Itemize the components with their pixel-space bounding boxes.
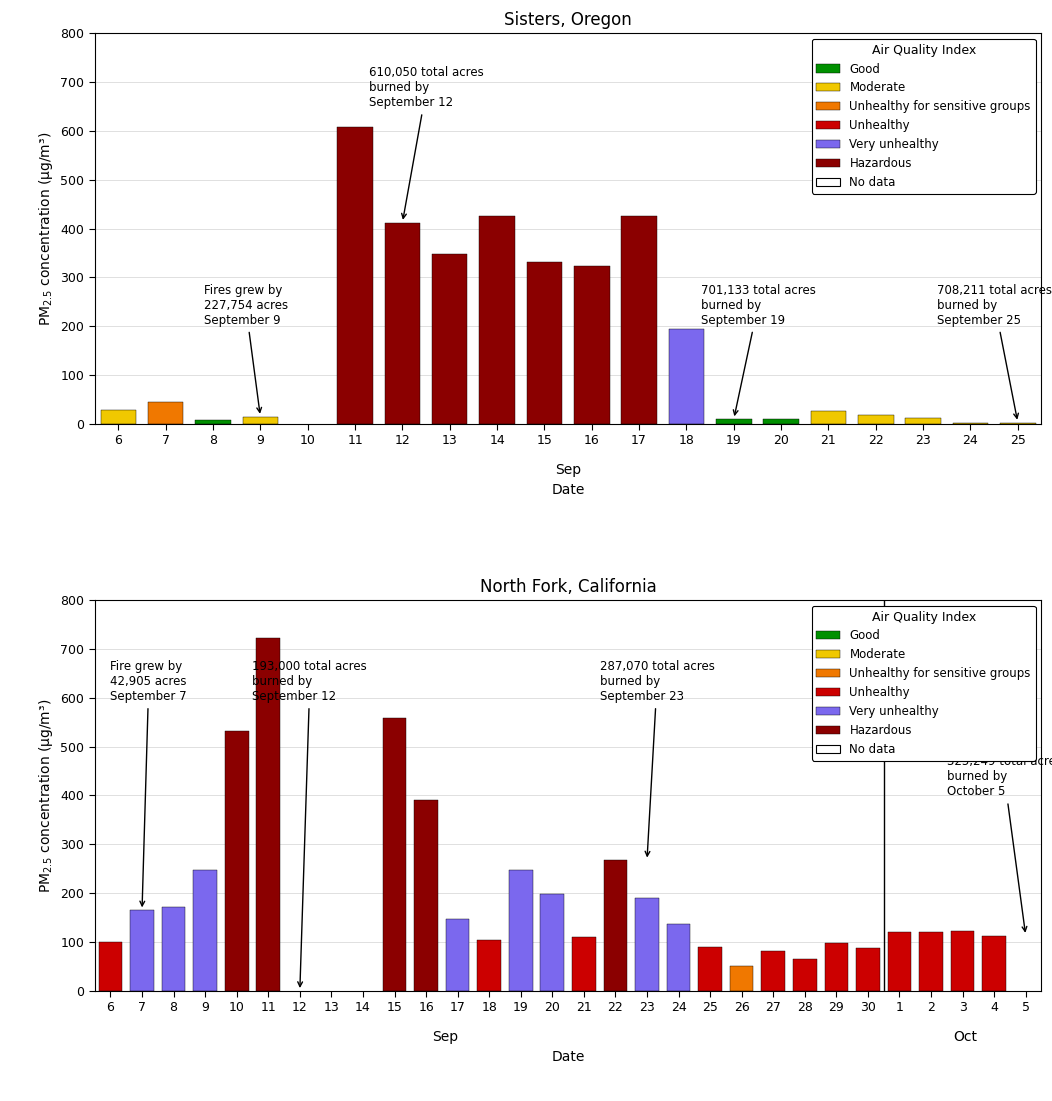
- Bar: [730, 967, 753, 991]
- Bar: [825, 944, 848, 991]
- Bar: [919, 933, 943, 991]
- Text: Oct: Oct: [954, 1031, 977, 1044]
- Bar: [480, 216, 514, 424]
- Bar: [906, 418, 940, 424]
- Title: North Fork, California: North Fork, California: [480, 578, 656, 596]
- Text: 610,050 total acres
burned by
September 12: 610,050 total acres burned by September …: [369, 66, 484, 218]
- Bar: [383, 718, 406, 991]
- Bar: [101, 411, 136, 424]
- Y-axis label: PM$_{2.5}$ concentration (μg/m³): PM$_{2.5}$ concentration (μg/m³): [37, 131, 55, 326]
- Text: 193,000 total acres
burned by
September 12: 193,000 total acres burned by September …: [252, 661, 367, 986]
- Bar: [888, 933, 911, 991]
- Bar: [243, 416, 278, 424]
- Text: 325,249 total acres
burned by
October 5: 325,249 total acres burned by October 5: [947, 755, 1052, 931]
- Bar: [1000, 423, 1035, 424]
- Text: Fire grew by
42,905 acres
September 7: Fire grew by 42,905 acres September 7: [110, 661, 187, 906]
- Bar: [338, 127, 372, 424]
- Bar: [762, 951, 785, 991]
- Y-axis label: PM$_{2.5}$ concentration (μg/m³): PM$_{2.5}$ concentration (μg/m³): [37, 698, 55, 893]
- Bar: [432, 254, 467, 424]
- Text: Sep: Sep: [555, 464, 581, 477]
- Bar: [572, 937, 595, 991]
- Bar: [622, 216, 656, 424]
- Bar: [667, 924, 690, 991]
- Text: Sep: Sep: [432, 1031, 458, 1044]
- Bar: [478, 940, 501, 991]
- Text: Fires grew by
227,754 acres
September 9: Fires grew by 227,754 acres September 9: [203, 284, 287, 413]
- Text: Date: Date: [551, 1049, 585, 1064]
- Text: 708,211 total acres
burned by
September 25: 708,211 total acres burned by September …: [937, 284, 1052, 418]
- Bar: [130, 911, 154, 991]
- Bar: [509, 870, 532, 991]
- Bar: [951, 931, 974, 991]
- Text: 701,133 total acres
burned by
September 19: 701,133 total acres burned by September …: [701, 284, 815, 415]
- Bar: [196, 419, 230, 424]
- Bar: [983, 936, 1006, 991]
- Bar: [858, 415, 893, 424]
- Legend: Good, Moderate, Unhealthy for sensitive groups, Unhealthy, Very unhealthy, Hazar: Good, Moderate, Unhealthy for sensitive …: [812, 606, 1035, 761]
- Bar: [194, 870, 217, 991]
- Bar: [162, 907, 185, 991]
- Bar: [148, 402, 183, 424]
- Bar: [225, 731, 248, 991]
- Title: Sisters, Oregon: Sisters, Oregon: [504, 11, 632, 29]
- Text: 287,070 total acres
burned by
September 23: 287,070 total acres burned by September …: [600, 661, 714, 857]
- Bar: [856, 948, 879, 991]
- Bar: [99, 942, 122, 991]
- Bar: [527, 262, 562, 424]
- Legend: Good, Moderate, Unhealthy for sensitive groups, Unhealthy, Very unhealthy, Hazar: Good, Moderate, Unhealthy for sensitive …: [812, 39, 1035, 194]
- Bar: [635, 898, 659, 991]
- Bar: [764, 419, 798, 424]
- Text: Date: Date: [551, 482, 585, 497]
- Bar: [953, 423, 988, 424]
- Bar: [257, 637, 280, 991]
- Bar: [669, 329, 704, 424]
- Bar: [793, 959, 816, 991]
- Bar: [541, 894, 564, 991]
- Bar: [811, 411, 846, 424]
- Bar: [716, 419, 751, 424]
- Bar: [446, 918, 469, 991]
- Bar: [385, 222, 420, 424]
- Bar: [699, 947, 722, 991]
- Bar: [604, 860, 627, 991]
- Bar: [414, 800, 438, 991]
- Bar: [574, 266, 609, 424]
